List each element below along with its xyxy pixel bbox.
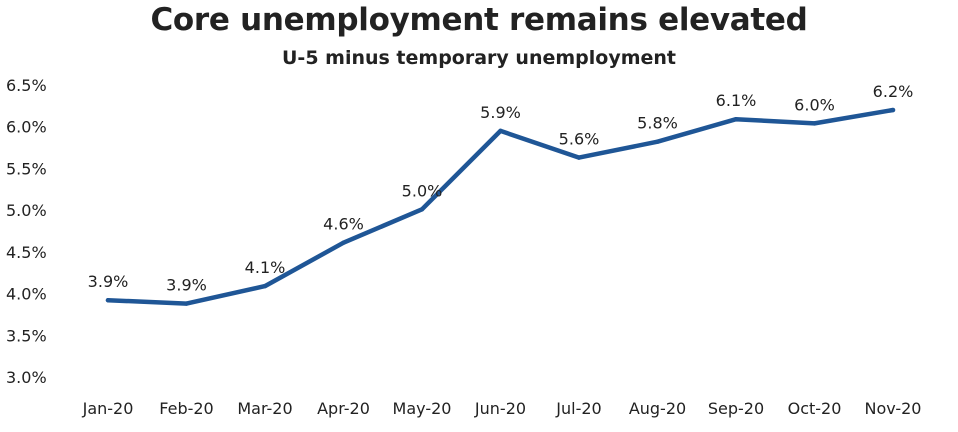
data-point [733,117,739,122]
y-tick-label: 4.5% [6,243,47,262]
data-point [341,240,346,245]
data-point [184,301,189,306]
x-tick-label: Apr-20 [317,399,370,418]
y-tick-label: 3.5% [6,326,47,345]
data-label: 4.1% [245,258,286,277]
x-tick-label: Oct-20 [788,399,842,418]
series-line [105,107,896,306]
y-tick-label: 5.5% [6,159,47,178]
data-point [498,128,503,134]
y-axis: 3.0% 3.5% 4.0% 4.5% 5.0% 5.5% 6.0% 6.5% [6,76,47,387]
x-tick-label: Aug-20 [629,399,686,418]
data-label: 5.9% [480,103,521,122]
chart-title: Core unemployment remains elevated [150,2,808,38]
chart-subtitle: U-5 minus temporary unemployment [282,47,676,69]
data-label: 5.0% [402,181,443,200]
x-tick-label: Nov-20 [865,399,922,418]
data-point [105,298,111,303]
x-tick-label: Mar-20 [237,399,292,418]
data-point [262,283,268,289]
data-label: 6.2% [873,82,914,101]
y-tick-label: 4.0% [6,285,47,304]
data-label: 5.8% [637,114,678,133]
data-point [812,121,817,126]
x-axis: Jan-20 Feb-20 Mar-20 Apr-20 May-20 Jun-20 Jul-… [82,399,922,418]
data-label: 3.9% [166,276,207,295]
data-label: 6.0% [794,95,835,114]
series-layer [105,107,896,306]
y-tick-label: 5.0% [6,201,47,220]
x-tick-label: Sep-20 [708,399,764,418]
data-point [890,107,896,113]
y-tick-label: 6.0% [6,118,47,137]
x-tick-label: Jun-20 [474,399,526,418]
data-point [419,207,425,212]
x-tick-label: Jan-20 [82,399,134,418]
data-label: 6.1% [716,91,757,110]
y-tick-label: 3.0% [6,368,47,387]
data-label: 3.9% [88,272,129,291]
x-tick-label: May-20 [393,399,452,418]
data-point [655,139,660,144]
x-tick-label: Feb-20 [159,399,213,418]
data-point [576,155,582,160]
y-tick-label: 6.5% [6,76,47,95]
data-label-layer: 3.9% 3.9% 4.1% 4.6% 5.0% 5.9% 5.6% 5.8% 6.1% 6.0%… [88,82,914,295]
data-label: 4.6% [323,215,364,234]
data-label: 5.6% [559,130,600,149]
x-tick-label: Jul-20 [555,399,601,418]
